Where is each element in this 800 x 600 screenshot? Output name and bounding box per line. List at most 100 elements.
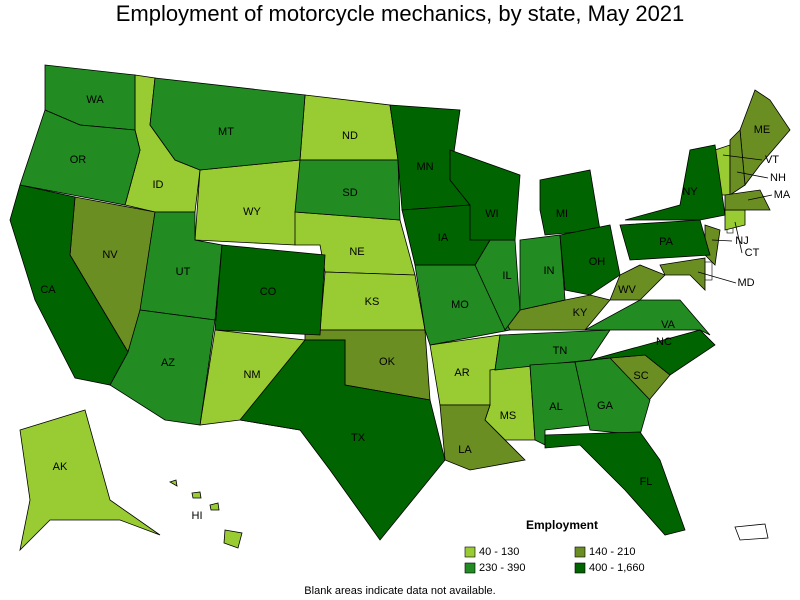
puerto-rico (734, 523, 769, 541)
legend-swatch (574, 546, 586, 558)
leader-line (734, 221, 743, 254)
leader-line (697, 271, 737, 284)
legend-swatch (464, 562, 476, 574)
state (724, 189, 771, 211)
legend-title: Employment (526, 518, 598, 532)
state-label: KY (573, 307, 588, 319)
state-label: NC (656, 336, 672, 348)
legend-label: 140 - 210 (589, 546, 635, 558)
state-label: LA (458, 444, 472, 456)
state-labels: AK HI ID WY ND NE KS NM AR MS VT CT NV OK LA SC KY WV ME NH… (40, 94, 791, 522)
state (149, 77, 306, 171)
legend-swatch (464, 546, 476, 558)
state (294, 159, 401, 221)
state-label: NH (770, 172, 786, 184)
state-label: NM (243, 369, 260, 381)
leader-line (747, 194, 773, 201)
legend-swatch (574, 562, 586, 574)
state-label: MN (416, 161, 433, 173)
state-label: NE (349, 246, 364, 258)
state-label: SC (633, 370, 648, 382)
state-label: TN (553, 345, 568, 357)
state-label: OH (589, 256, 606, 268)
state-label: NY (682, 186, 698, 198)
state-label: MA (774, 189, 791, 201)
state-label: MT (218, 126, 234, 138)
state-label: KS (365, 296, 380, 308)
state-label: NV (102, 249, 118, 261)
state (9, 184, 129, 386)
state (624, 144, 726, 221)
state (191, 491, 202, 499)
state-label: VT (765, 154, 779, 166)
state-label: AL (549, 401, 562, 413)
state (209, 502, 220, 511)
state-label: CA (40, 284, 56, 296)
state-label: SD (342, 187, 357, 199)
state-label: AR (454, 367, 469, 379)
state (519, 234, 566, 311)
state-label: TX (351, 432, 366, 444)
state-label: OK (379, 356, 396, 368)
state-label: CO (260, 286, 277, 298)
state (449, 149, 521, 241)
state-label: WV (618, 284, 636, 296)
state (724, 209, 746, 231)
state (223, 529, 243, 549)
leader-line (722, 154, 763, 161)
state (589, 329, 716, 376)
state-label: WI (485, 208, 498, 220)
state-label: GA (597, 400, 614, 412)
state (609, 264, 666, 301)
legend-label: 40 - 130 (479, 546, 519, 558)
state-label: HI (192, 510, 203, 522)
state-label: PA (659, 236, 674, 248)
state-label: CT (745, 247, 760, 259)
state (544, 431, 686, 536)
state-label: NJ (735, 235, 748, 247)
state (299, 94, 399, 161)
state-label: MD (737, 277, 754, 289)
state (401, 204, 491, 266)
state-label: AZ (161, 357, 175, 369)
state (739, 89, 791, 187)
state-label: IN (544, 265, 555, 277)
state-label: MS (500, 410, 517, 422)
state (659, 257, 706, 291)
state-label: OR (70, 154, 87, 166)
state-label: FL (640, 476, 653, 488)
legend-label: 230 - 390 (479, 562, 525, 574)
leader-line (711, 239, 733, 242)
state-label: MI (556, 208, 568, 220)
state-label: UT (176, 266, 191, 278)
state (559, 224, 621, 296)
note: Blank areas indicate data not available. (304, 585, 495, 597)
state (239, 339, 446, 541)
state (194, 159, 301, 246)
states (9, 64, 791, 552)
state (169, 479, 178, 487)
state-label: WY (243, 206, 261, 218)
state (729, 129, 746, 196)
state-label: ID (153, 179, 164, 191)
state (19, 409, 161, 552)
delaware (704, 261, 713, 281)
state-label: ME (754, 124, 771, 136)
state-label: VA (661, 319, 676, 331)
state (584, 299, 711, 336)
leader-line (736, 171, 769, 179)
state (539, 169, 601, 236)
state-label: ND (342, 130, 358, 142)
state-label: MO (451, 299, 469, 311)
state (619, 219, 711, 261)
state-label: IA (438, 232, 449, 244)
state-label: WA (86, 94, 104, 106)
state-label: IL (502, 270, 511, 282)
state (214, 244, 326, 336)
title: Employment of motorcycle mechanics, by s… (116, 1, 685, 26)
state-label: AK (53, 461, 68, 473)
legend-label: 400 - 1,660 (589, 562, 645, 574)
legend: 40 - 130 140 - 210 230 - 390 400 - 1,660 (464, 546, 645, 574)
